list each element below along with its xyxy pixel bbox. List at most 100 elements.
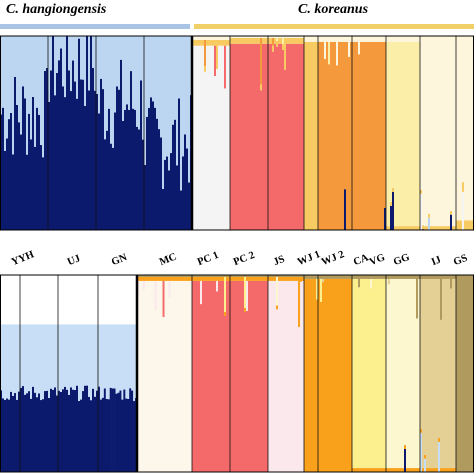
bottom-ind-bar xyxy=(280,280,283,472)
top-ind-bar xyxy=(162,36,165,189)
bottom-ind-bar xyxy=(344,275,347,279)
top-ind-bar xyxy=(78,36,81,39)
bottom-ind-bar xyxy=(86,324,89,386)
top-ind-bar xyxy=(238,43,241,231)
bottom-ind-bar xyxy=(84,275,87,325)
bottom-ind-bar xyxy=(172,275,175,277)
bottom-ind-bar xyxy=(218,280,221,472)
top-ind-bar xyxy=(440,226,443,230)
top-ind-bar xyxy=(392,187,395,192)
top-ind-bar xyxy=(424,36,427,227)
top-ind-bar xyxy=(354,36,357,42)
top-ind-bar xyxy=(432,226,435,230)
top-ind-bar xyxy=(382,36,385,42)
top-ind-bar xyxy=(6,138,9,230)
bottom-ind-bar xyxy=(117,324,120,393)
top-ind-bar xyxy=(450,210,453,215)
bottom-ind-bar xyxy=(42,399,45,472)
top-ind-bar xyxy=(58,60,61,230)
bottom-ind-bar xyxy=(60,324,63,393)
top-ind-bar xyxy=(278,36,281,38)
bottom-ind-bar xyxy=(6,324,9,399)
bottom-ind-bar xyxy=(448,468,451,472)
bottom-ind-bar xyxy=(446,278,449,469)
top-ind-bar xyxy=(426,36,429,227)
bottom-ind-bar xyxy=(278,280,281,472)
top-ind-bar xyxy=(54,36,57,96)
bottom-ind-bar xyxy=(438,438,441,442)
bottom-ind-bar xyxy=(184,276,187,281)
bottom-ind-bar xyxy=(6,398,9,472)
bottom-ind-bar xyxy=(202,280,205,472)
bottom-ind-bar xyxy=(180,275,183,277)
top-ind-bar xyxy=(458,36,461,221)
bottom-ind-bar xyxy=(326,275,329,279)
top-ind-bar xyxy=(80,36,83,80)
bottom-ind-bar xyxy=(394,278,397,469)
top-ind-bar xyxy=(254,43,257,231)
bottom-ind-bar xyxy=(206,275,209,277)
bottom-ind-bar xyxy=(127,398,130,472)
bottom-ind-bar xyxy=(252,275,255,277)
top-ind-bar xyxy=(214,36,217,40)
bottom-ind-bar xyxy=(186,276,189,281)
top-ind-bar xyxy=(468,36,471,221)
top-ind-bar xyxy=(22,86,25,230)
bottom-ind-bar xyxy=(14,324,17,394)
top-ind-bar xyxy=(378,41,381,230)
top-ind-bar xyxy=(392,191,395,230)
bottom-ind-bar xyxy=(358,287,361,469)
bottom-ind-bar xyxy=(164,276,167,281)
top-ind-bar xyxy=(70,36,73,92)
bottom-ind-bar xyxy=(354,468,357,472)
top-ind-bar xyxy=(272,45,275,52)
bottom-ind-bar xyxy=(294,280,297,472)
bottom-ind-bar xyxy=(422,278,425,469)
top-ind-bar xyxy=(110,143,113,230)
top-ind-bar xyxy=(408,226,411,230)
bottom-ind-bar xyxy=(244,311,247,472)
bottom-ind-bar xyxy=(352,468,355,472)
top-ind-bar xyxy=(14,36,17,77)
bottom-ind-bar xyxy=(282,276,285,281)
bottom-ind-bar xyxy=(133,275,136,325)
top-ind-bar xyxy=(458,220,461,230)
bottom-ind-bar xyxy=(66,275,69,325)
bottom-ind-bar xyxy=(258,275,261,277)
bottom-ind-bar xyxy=(384,275,387,279)
top-ind-bar xyxy=(420,189,423,194)
bottom-ind-bar xyxy=(52,324,55,390)
bottom-ind-bar xyxy=(308,278,311,472)
bottom-ind-bar xyxy=(34,392,37,472)
bottom-ind-bar xyxy=(398,278,401,469)
top-ind-bar xyxy=(372,36,375,42)
bottom-ind-bar xyxy=(226,276,229,281)
top-ind-bar xyxy=(448,226,451,230)
top-ind-bar xyxy=(378,36,381,42)
top-ind-bar xyxy=(230,43,233,231)
bottom-ind-bar xyxy=(192,276,195,281)
top-ind-bar xyxy=(250,37,253,44)
bottom-ind-bar xyxy=(166,275,169,277)
bottom-ind-bar xyxy=(256,275,259,277)
bottom-ind-bar xyxy=(58,324,61,391)
bottom-ind-bar xyxy=(142,280,146,290)
bottom-ind-bar xyxy=(388,468,391,472)
bottom-ind-bar xyxy=(214,280,217,472)
top-ind-bar xyxy=(14,76,17,230)
top-ind-bar xyxy=(178,36,181,99)
bottom-ind-bar xyxy=(244,275,247,277)
bottom-ind-bar xyxy=(220,280,223,472)
bottom-ind-bar xyxy=(36,275,39,325)
bottom-ind-bar xyxy=(178,280,181,472)
top-ind-bar xyxy=(400,36,403,42)
bottom-ind-bar xyxy=(119,324,122,391)
bottom-ind-bar xyxy=(316,275,319,279)
bottom-ind-bar xyxy=(376,278,379,469)
bottom-ind-bar xyxy=(252,280,255,472)
top-ind-bar xyxy=(400,41,403,227)
bottom-ind-bar xyxy=(366,468,369,472)
bottom-ind-bar xyxy=(24,324,27,395)
top-ind-bar xyxy=(210,36,213,40)
top-ind-bar xyxy=(86,36,89,230)
